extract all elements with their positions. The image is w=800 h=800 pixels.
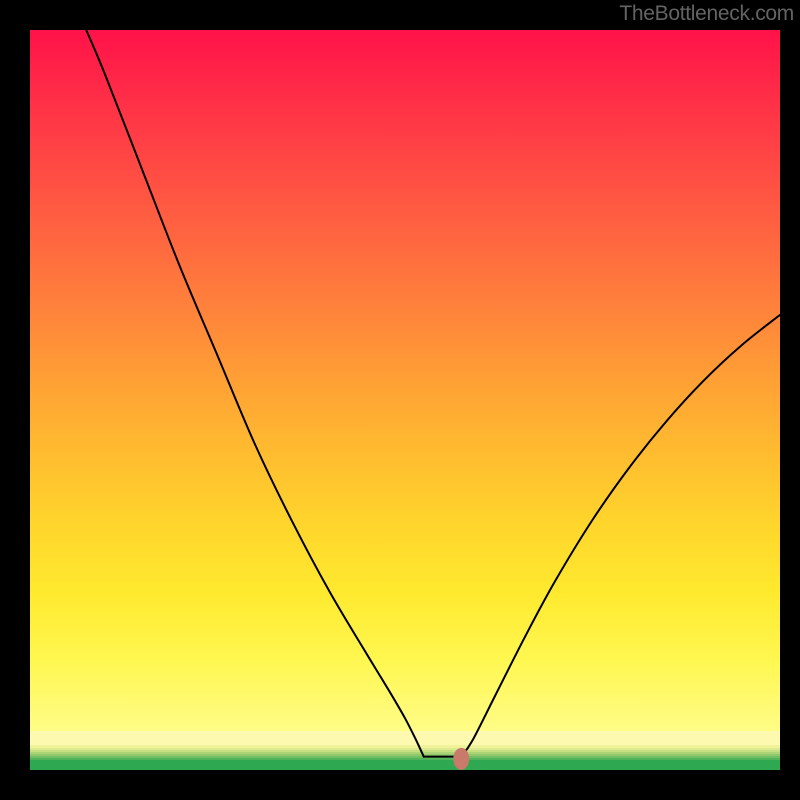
band-7 <box>30 758 780 760</box>
band-4 <box>30 752 780 754</box>
band-3 <box>30 750 780 752</box>
gradient-background <box>30 30 780 731</box>
band-1 <box>30 745 780 748</box>
band-5 <box>30 754 780 756</box>
band-8 <box>30 760 780 770</box>
band-6 <box>30 756 780 758</box>
bottleneck-chart <box>0 0 800 800</box>
optimum-marker <box>453 748 469 770</box>
band-2 <box>30 748 780 750</box>
band-0 <box>30 731 780 745</box>
